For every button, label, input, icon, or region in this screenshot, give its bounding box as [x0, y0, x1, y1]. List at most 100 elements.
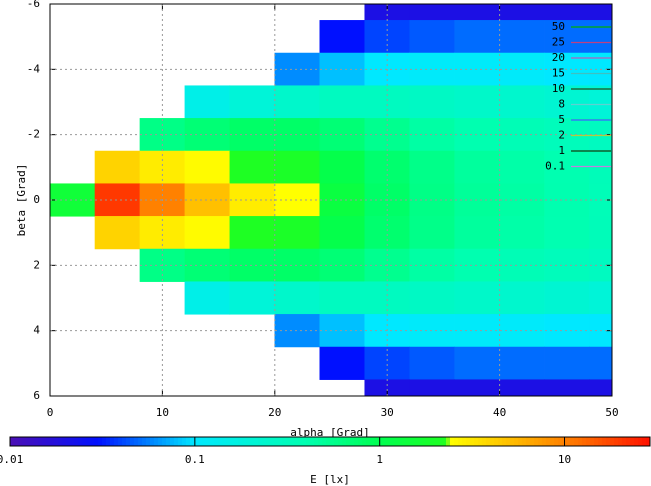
heatmap-cell [499, 3, 545, 21]
heatmap-cell [454, 3, 500, 21]
colorbar-segment [354, 437, 359, 446]
x-tick-label: 40 [493, 406, 506, 419]
heatmap-cell [454, 20, 500, 54]
colorbar-segment [646, 437, 651, 446]
heatmap-cell [499, 150, 545, 184]
heatmap-cell [544, 85, 590, 119]
colorbar-segment [502, 437, 507, 446]
heatmap-cell [364, 281, 410, 315]
heatmap-cell [274, 85, 321, 119]
colorbar-segment [374, 437, 379, 446]
colorbar-segment [118, 437, 123, 446]
legend-label: 2 [558, 129, 565, 142]
colorbar-segment [510, 437, 515, 446]
colorbar-segment [218, 437, 223, 446]
colorbar-segment [482, 437, 487, 446]
colorbar-tick-label: 1 [376, 453, 383, 466]
heatmap-cell [454, 248, 500, 282]
heatmap-cell [409, 150, 455, 184]
heatmap-cell [544, 346, 590, 380]
heatmap-cell [499, 216, 545, 250]
heatmap-cell [229, 216, 276, 250]
colorbar-segment [638, 437, 643, 446]
colorbar-segment [326, 437, 331, 446]
x-tick-label: 50 [605, 406, 618, 419]
heatmap-cell [319, 248, 365, 282]
legend-label: 25 [552, 36, 565, 49]
heatmap-cell [319, 150, 365, 184]
heatmap-cell [499, 20, 545, 54]
heatmap-cell [229, 150, 276, 184]
colorbar-segment [366, 437, 371, 446]
heatmap-cell [184, 281, 231, 315]
colorbar-segment [606, 437, 611, 446]
colorbar-segment [294, 437, 299, 446]
colorbar-segment [278, 437, 283, 446]
colorbar-segment [342, 437, 347, 446]
colorbar-segment [186, 437, 191, 446]
colorbar-segment [150, 437, 155, 446]
colorbar-segment [90, 437, 95, 446]
colorbar-segment [450, 437, 455, 446]
y-tick-label: 6 [33, 389, 40, 402]
colorbar-label: E [lx] [310, 473, 350, 486]
colorbar-segment [386, 437, 391, 446]
heatmap-cell [184, 183, 231, 217]
heatmap-cell [409, 248, 455, 282]
heatmap-cell [274, 248, 321, 282]
heatmap-cell [589, 85, 613, 119]
colorbar-segment [486, 437, 491, 446]
heatmap-cell [454, 85, 500, 119]
heatmap-cell [409, 183, 455, 217]
colorbar-segment [130, 437, 135, 446]
colorbar-segment [210, 437, 215, 446]
colorbar-segment [254, 437, 259, 446]
heatmap-cell [454, 150, 500, 184]
colorbar-segment [422, 437, 427, 446]
colorbar-segment [238, 437, 243, 446]
colorbar-segment [642, 437, 647, 446]
colorbar-segment [214, 437, 219, 446]
heatmap-cell [184, 248, 231, 282]
heatmap-cell [499, 52, 545, 86]
legend-label: 8 [558, 98, 565, 111]
colorbar-segment [546, 437, 551, 446]
colorbar-segment [110, 437, 115, 446]
colorbar-segment [614, 437, 619, 446]
colorbar-segment [530, 437, 535, 446]
x-tick-label: 0 [47, 406, 54, 419]
colorbar-segment [630, 437, 635, 446]
colorbar-segment [58, 437, 63, 446]
colorbar-segment [142, 437, 147, 446]
colorbar-segment [122, 437, 127, 446]
heatmap-cell [184, 150, 231, 184]
colorbar-segment [158, 437, 163, 446]
colorbar-segment [346, 437, 351, 446]
colorbar-segment [306, 437, 311, 446]
colorbar-segment [258, 437, 263, 446]
colorbar-segment [414, 437, 419, 446]
heatmap-cell [94, 150, 141, 184]
colorbar-segment [82, 437, 87, 446]
heatmap-cell [544, 216, 590, 250]
heatmap-cell [229, 248, 276, 282]
colorbar-segment [590, 437, 595, 446]
colorbar-segment [86, 437, 91, 446]
colorbar-segment [522, 437, 527, 446]
y-tick-label: 4 [33, 324, 40, 337]
colorbar-segment [30, 437, 35, 446]
heatmap-cell [544, 3, 590, 21]
colorbar-segment [474, 437, 479, 446]
colorbar-segment [242, 437, 247, 446]
colorbar-segment [622, 437, 627, 446]
colorbar-segment [26, 437, 31, 446]
colorbar-segment [286, 437, 291, 446]
colorbar-segment [394, 437, 399, 446]
legend-label: 50 [552, 20, 565, 33]
colorbar-segment [462, 437, 467, 446]
colorbar-segment [402, 437, 407, 446]
colorbar-segment [282, 437, 287, 446]
colorbar-segment [318, 437, 323, 446]
colorbar-segment [274, 437, 279, 446]
colorbar-segment [442, 437, 447, 446]
